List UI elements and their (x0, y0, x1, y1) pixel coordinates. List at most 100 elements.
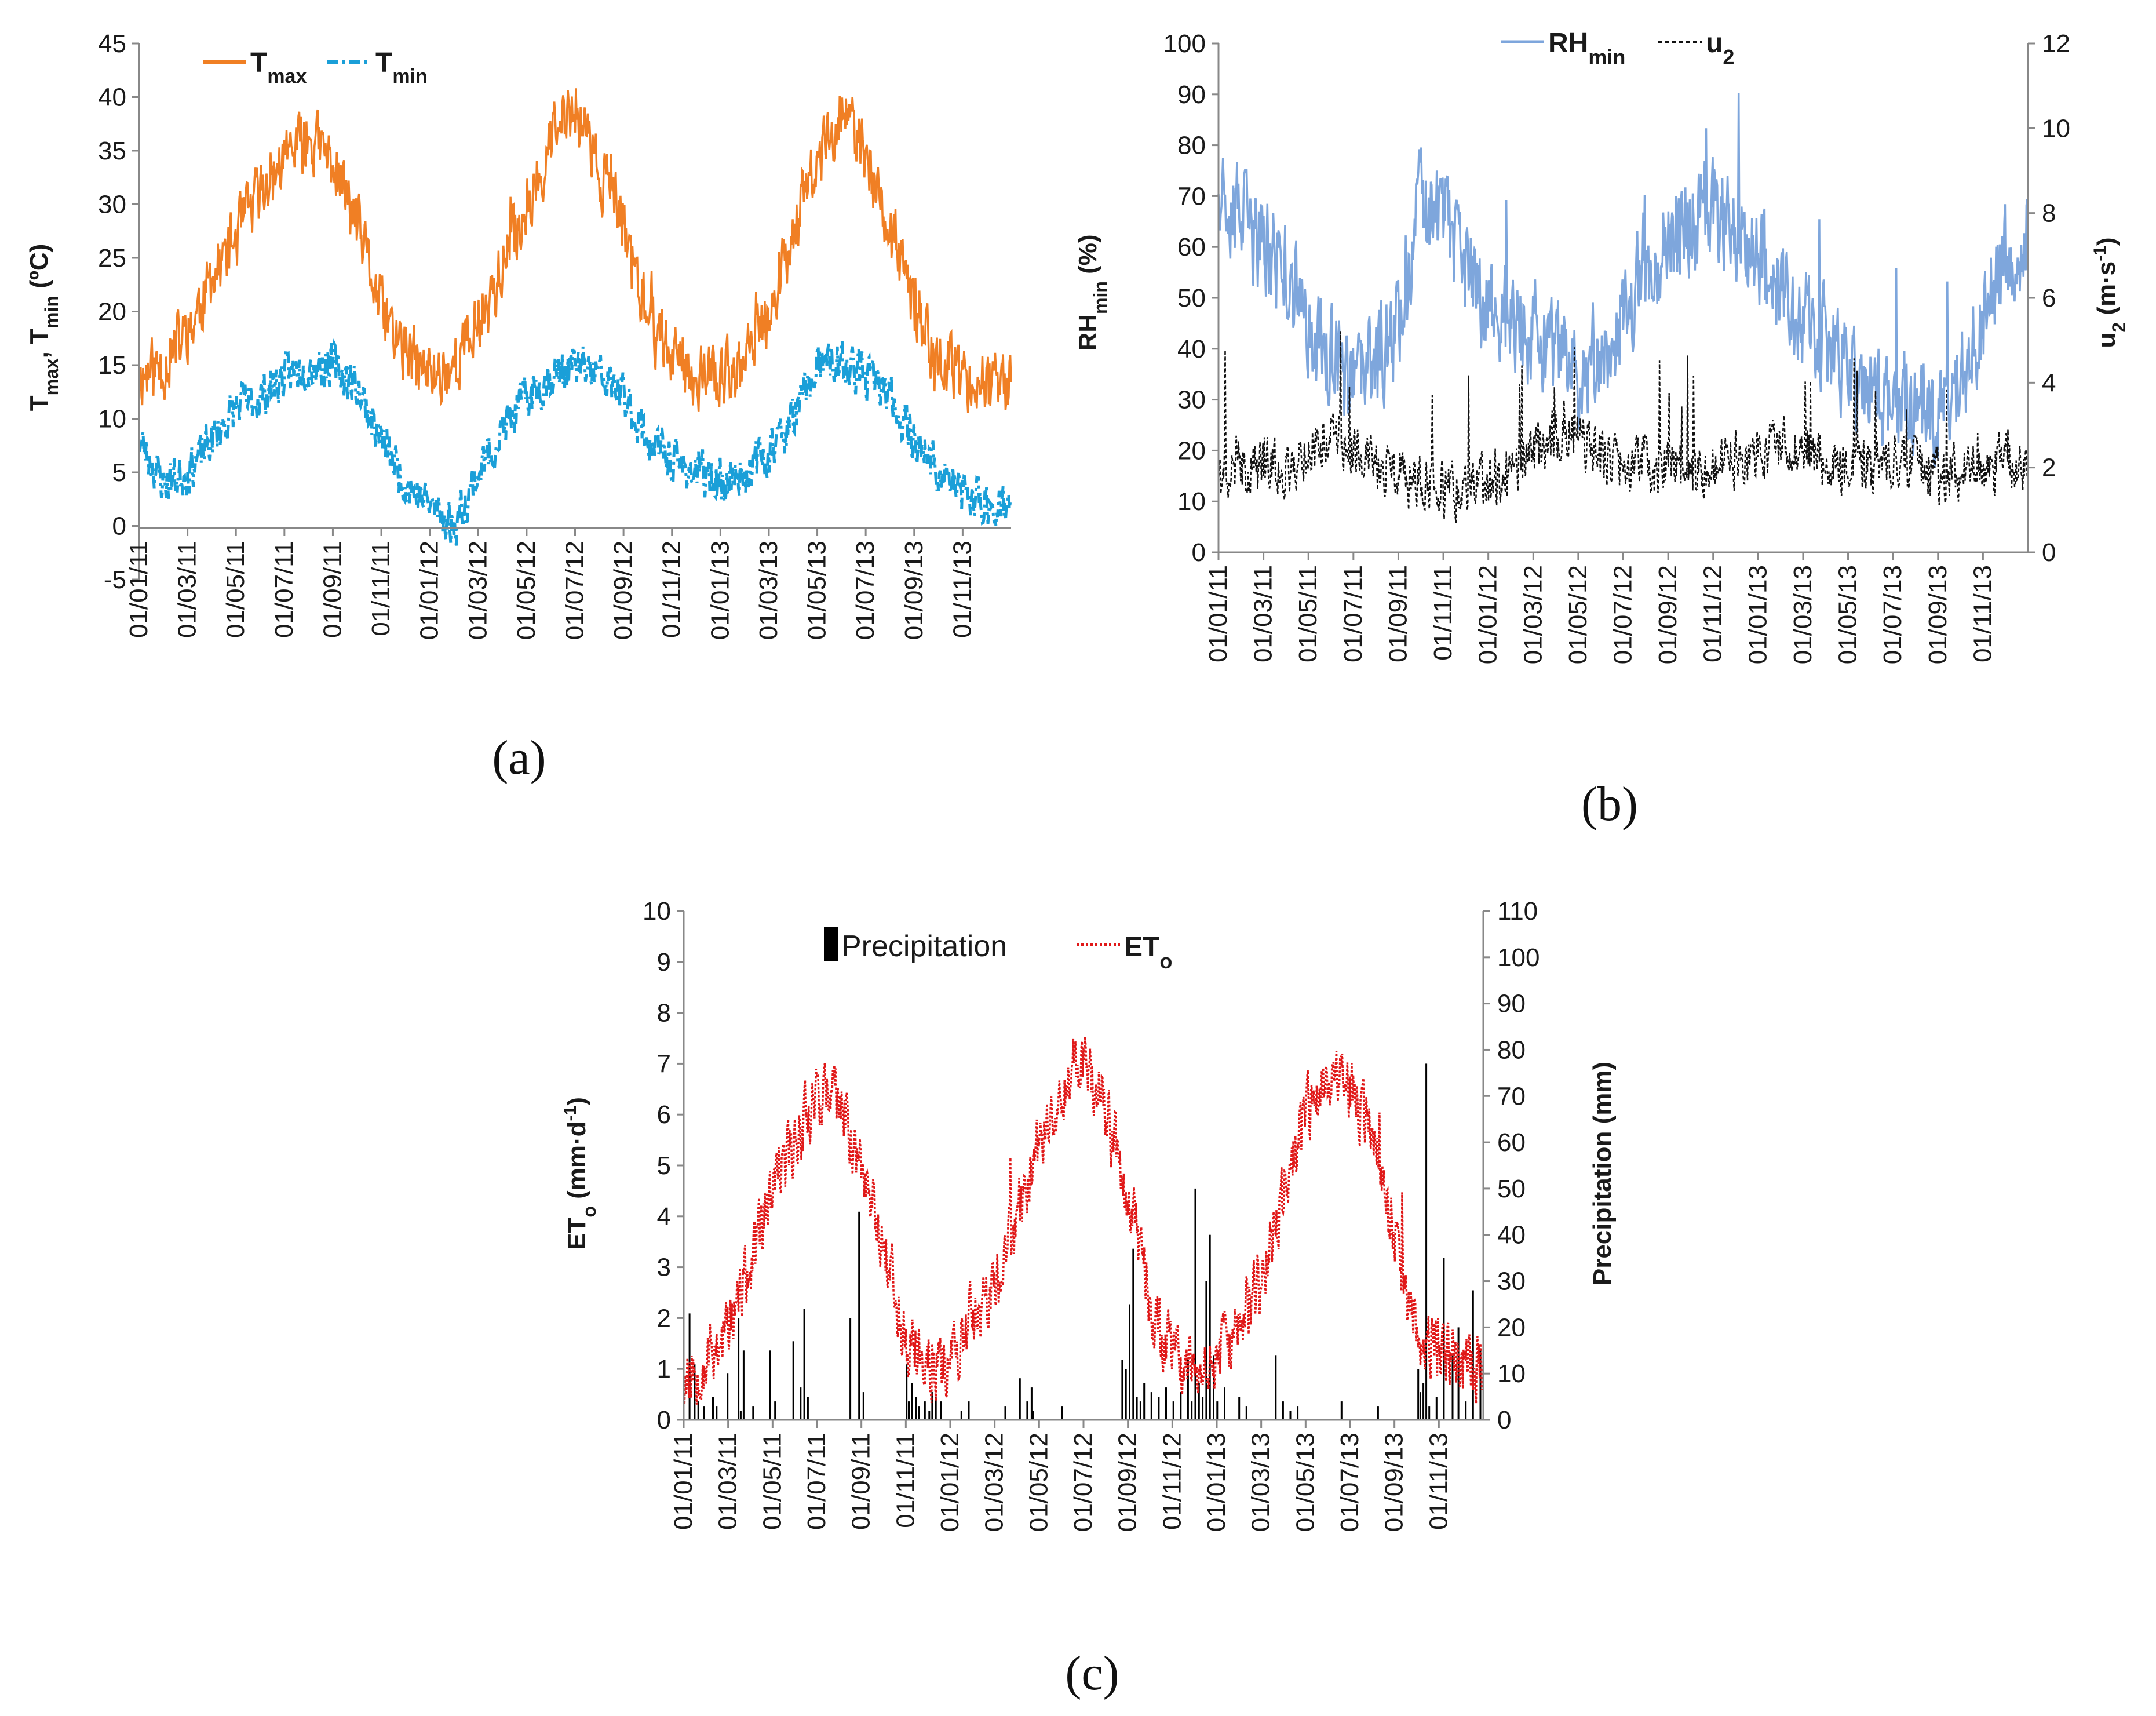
y-axis-label-right-b: u2 (m·s-1) (2091, 237, 2130, 348)
y-tick-label: 0 (1192, 538, 1206, 567)
precip-bar (738, 1318, 740, 1420)
x-tick-label: 01/03/13 (1789, 565, 1817, 664)
precip-bar (1289, 1411, 1292, 1420)
y-tick-label-right: 2 (2042, 454, 2056, 482)
precip-bar (1198, 1383, 1200, 1420)
y-label-part: RH (1074, 314, 1102, 351)
x-tick-label: 01/09/11 (847, 1433, 875, 1530)
y-tick-label: 8 (657, 999, 671, 1028)
precip-bar (1139, 1401, 1141, 1420)
precip-bar (1472, 1290, 1474, 1420)
y-label-end: ) (563, 1097, 591, 1106)
x-tick-label: 01/09/11 (1384, 565, 1412, 662)
y-tick-label: 70 (1177, 182, 1206, 210)
precip-bar (924, 1401, 926, 1420)
y-tick-label-right: 20 (1497, 1313, 1526, 1342)
y-tick-label: 30 (98, 191, 126, 219)
legend-main: RH (1548, 28, 1588, 59)
precip-bar (1435, 1397, 1438, 1420)
precip-bar (1194, 1188, 1196, 1420)
series-rhmin-line (1217, 93, 2029, 468)
x-tick-label: 01/03/12 (980, 1433, 1009, 1532)
x-tick-label: 01/01/13 (1743, 565, 1772, 664)
series-eto-line (683, 1037, 1484, 1405)
precip-bar (752, 1406, 754, 1420)
precip-bar (697, 1401, 699, 1420)
y-tick-label: 0 (112, 512, 126, 541)
y-label-end: ) (2092, 237, 2121, 246)
y-tick-label: 60 (1177, 233, 1206, 261)
precip-bar (800, 1387, 802, 1420)
legend-tmin-label: Tmin (375, 48, 428, 88)
y-tick-label-right: 80 (1497, 1036, 1526, 1064)
precip-bar (849, 1318, 852, 1420)
precip-bar (940, 1401, 942, 1420)
y-tick-label-right: 8 (2042, 199, 2056, 228)
y-label-unit: (mm·d (563, 1121, 591, 1206)
precip-bar (1422, 1383, 1425, 1420)
precip-bar (911, 1383, 913, 1420)
x-tick-label: 01/03/11 (1249, 565, 1278, 662)
x-tick-label: 01/01/12 (936, 1433, 964, 1532)
precip-bar (1136, 1397, 1138, 1420)
precip-bar (1172, 1401, 1174, 1420)
y-label-sub: o (579, 1206, 600, 1218)
precip-bar (1479, 1350, 1482, 1420)
precip-bar (1061, 1406, 1063, 1420)
y-label-unit: (ºC) (25, 244, 53, 296)
x-tick-label: 01/03/12 (1519, 565, 1547, 664)
y-tick-label: 1 (657, 1355, 671, 1383)
y-axis-label-left-b: RHmin (%) (1074, 234, 1111, 351)
y-tick-label: 7 (657, 1050, 671, 1078)
precip-bar (1209, 1234, 1211, 1420)
precip-bar (1180, 1392, 1182, 1420)
y-tick-label: 10 (643, 897, 671, 926)
x-tick-label: 01/01/13 (1202, 1433, 1231, 1532)
precip-bar (1187, 1360, 1189, 1420)
y-tick-label: 100 (1163, 30, 1206, 58)
x-tick-label: 01/09/12 (1114, 1433, 1142, 1532)
y-tick-label: 10 (1177, 487, 1206, 516)
y-tick-label: 5 (112, 458, 126, 487)
y-tick-label-right: 90 (1497, 990, 1526, 1018)
x-tick-label: 01/07/11 (270, 541, 298, 638)
series-tmax-line (138, 88, 1012, 413)
y-axis-label-left-c: ETo (mm·d-1) (561, 1097, 600, 1250)
y-tick-label: 3 (657, 1254, 671, 1282)
precip-bar (727, 1373, 729, 1420)
x-tick-label: 01/07/12 (1609, 565, 1637, 664)
y-tick-label: 80 (1177, 132, 1206, 160)
precip-bar (1202, 1397, 1204, 1420)
x-tick-label: 01/03/13 (1247, 1433, 1275, 1532)
chart-a: -5 0 5 10 15 20 25 30 35 40 45 01/01/11 01/03/11 01/… (25, 30, 1012, 785)
precip-bar (1428, 1406, 1431, 1420)
x-tick-label: 01/01/11 (669, 1433, 698, 1530)
x-tick-label: 01/11/13 (1968, 565, 1997, 662)
precip-bar (792, 1341, 794, 1420)
y-tick-label: 20 (1177, 436, 1206, 465)
x-tick-label: 01/09/13 (1380, 1433, 1409, 1532)
x-tick-label: 01/07/13 (1336, 1433, 1364, 1532)
legend-c: Precipitation ETo (824, 927, 1172, 973)
legend-main: T (375, 48, 392, 78)
precip-bar (1032, 1411, 1034, 1420)
y-tick-label: 6 (657, 1101, 671, 1129)
x-tick-label: 01/05/13 (1291, 1433, 1319, 1532)
precip-bar (1030, 1387, 1033, 1420)
x-tick-label: 01/07/11 (802, 1433, 831, 1530)
y-tick-label-right: 10 (2042, 114, 2070, 143)
y-tick-label: 50 (1177, 284, 1206, 312)
y-tick-label: 25 (98, 244, 126, 272)
legend-u2-label: u2 (1706, 28, 1734, 69)
legend-b: RHmin u2 (1501, 28, 1734, 69)
y-tick-label-right: 60 (1497, 1128, 1526, 1157)
precip-bar (1245, 1406, 1247, 1420)
precip-bar (1205, 1281, 1207, 1420)
x-tick-label: 01/05/11 (758, 1433, 786, 1530)
precip-bar (1451, 1355, 1454, 1420)
precip-bar (931, 1392, 933, 1420)
precip-bar (1377, 1406, 1379, 1420)
x-tick-label: 01/05/11 (1294, 565, 1322, 662)
precip-bar (1420, 1392, 1421, 1420)
